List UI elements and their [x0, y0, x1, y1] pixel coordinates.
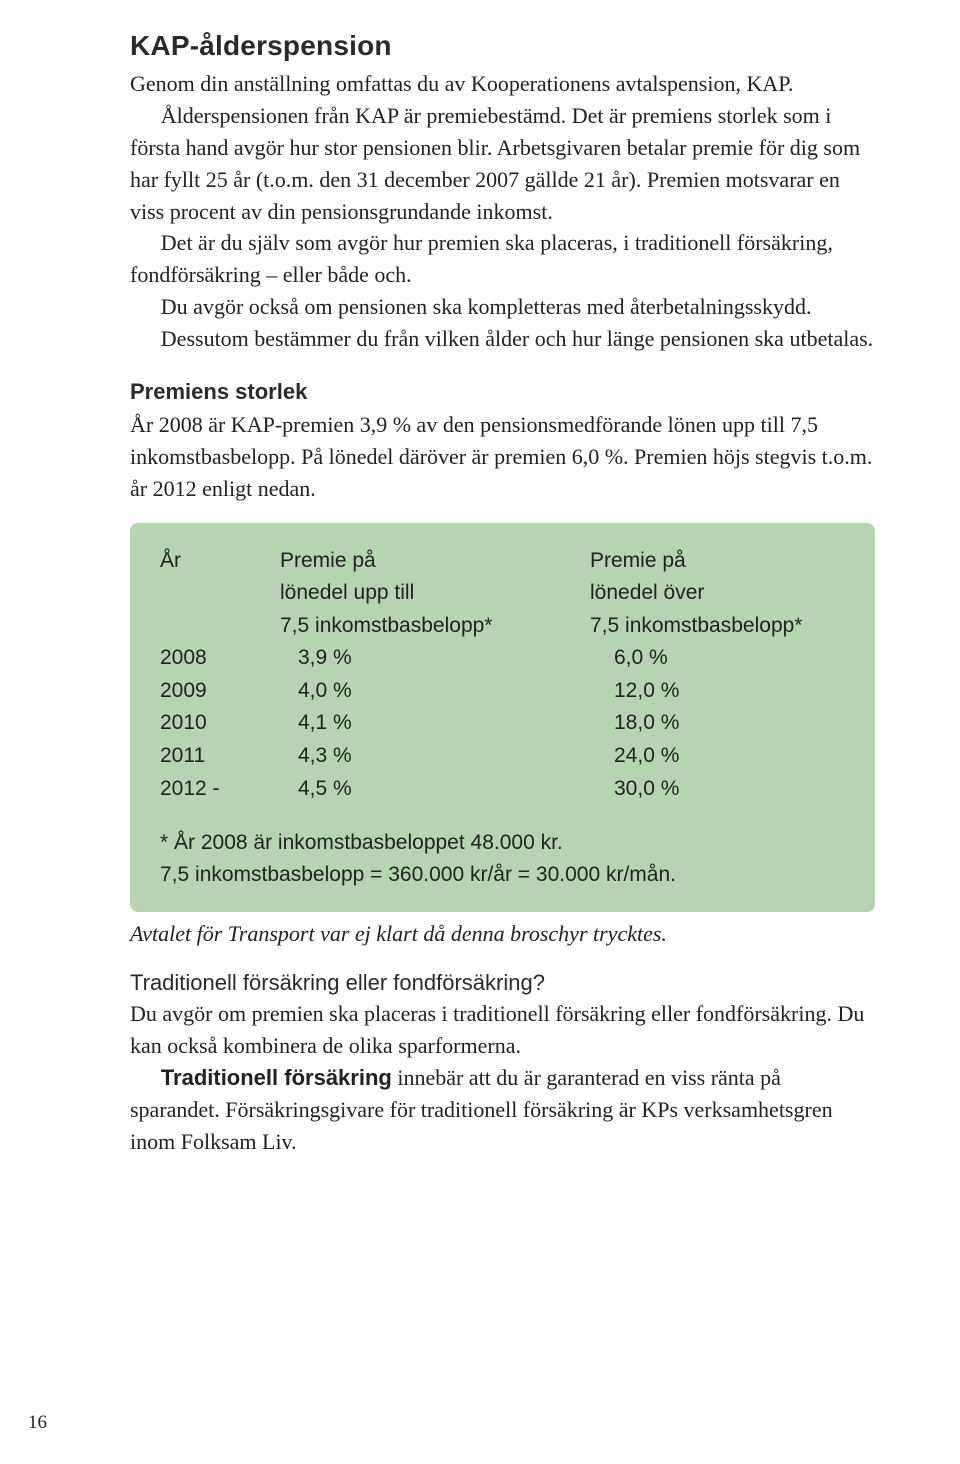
table-row: 2011 4,3 % 24,0 % — [160, 740, 845, 773]
header-label: lönedel över — [590, 577, 845, 610]
intro-paragraph: Genom din anställning omfattas du av Koo… — [130, 68, 875, 100]
header-label: Premie på — [590, 545, 845, 578]
body-paragraph: Traditionell försäkring innebär att du ä… — [130, 1062, 875, 1158]
header-label: lönedel upp till — [280, 577, 590, 610]
cell-upto: 4,0 % — [280, 675, 590, 708]
cell-upto: 4,3 % — [280, 740, 590, 773]
cell-year: 2010 — [160, 707, 280, 740]
cell-year: 2008 — [160, 642, 280, 675]
body-paragraph: År 2008 är KAP-premien 3,9 % av den pens… — [130, 409, 875, 505]
cell-year: 2011 — [160, 740, 280, 773]
body-paragraph: Du avgör också om pensionen ska komplett… — [130, 291, 875, 323]
note-italic: Avtalet för Transport var ej klart då de… — [130, 918, 875, 950]
table-header-upto: Premie på lönedel upp till 7,5 inkomstba… — [280, 545, 590, 643]
page-title: KAP-ålderspension — [130, 30, 875, 62]
body-paragraph: Det är du själv som avgör hur premien sk… — [130, 227, 875, 291]
cell-upto: 3,9 % — [280, 642, 590, 675]
table-header-row: År Premie på lönedel upp till 7,5 inkoms… — [160, 545, 845, 643]
section-traditionell-fond: Traditionell försäkring eller fondförsäk… — [130, 970, 875, 996]
footnote-line: * År 2008 är inkomstbasbeloppet 48.000 k… — [160, 827, 845, 859]
table-row: 2010 4,1 % 18,0 % — [160, 707, 845, 740]
body-paragraph: Du avgör om premien ska placeras i tradi… — [130, 998, 875, 1062]
table-footnote: * År 2008 är inkomstbasbeloppet 48.000 k… — [160, 827, 845, 890]
premium-table: År Premie på lönedel upp till 7,5 inkoms… — [130, 523, 875, 912]
cell-upto: 4,1 % — [280, 707, 590, 740]
page-number: 16 — [28, 1412, 47, 1434]
footnote-line: 7,5 inkomstbasbelopp = 360.000 kr/år = 3… — [160, 859, 845, 891]
cell-over: 24,0 % — [590, 740, 845, 773]
table-row: 2009 4,0 % 12,0 % — [160, 675, 845, 708]
cell-year: 2009 — [160, 675, 280, 708]
body-paragraph: Dessutom bestämmer du från vilken ålder … — [130, 323, 875, 355]
table-row: 2008 3,9 % 6,0 % — [160, 642, 845, 675]
header-label: 7,5 inkomstbasbelopp* — [280, 610, 590, 643]
cell-upto: 4,5 % — [280, 773, 590, 806]
cell-over: 12,0 % — [590, 675, 845, 708]
inline-bold: Traditionell försäkring — [161, 1065, 392, 1090]
body-paragraph: Ålderspensionen från KAP är premiebestäm… — [130, 100, 875, 228]
table-row: 2012 - 4,5 % 30,0 % — [160, 773, 845, 806]
cell-year: 2012 - — [160, 773, 280, 806]
header-label: 7,5 inkomstbasbelopp* — [590, 610, 845, 643]
header-label: Premie på — [280, 545, 590, 578]
cell-over: 30,0 % — [590, 773, 845, 806]
section-premiens-storlek: Premiens storlek — [130, 379, 875, 405]
cell-over: 18,0 % — [590, 707, 845, 740]
table-header-over: Premie på lönedel över 7,5 inkomstbasbel… — [590, 545, 845, 643]
cell-over: 6,0 % — [590, 642, 845, 675]
table-header-year: År — [160, 545, 280, 643]
header-label: År — [160, 545, 280, 578]
